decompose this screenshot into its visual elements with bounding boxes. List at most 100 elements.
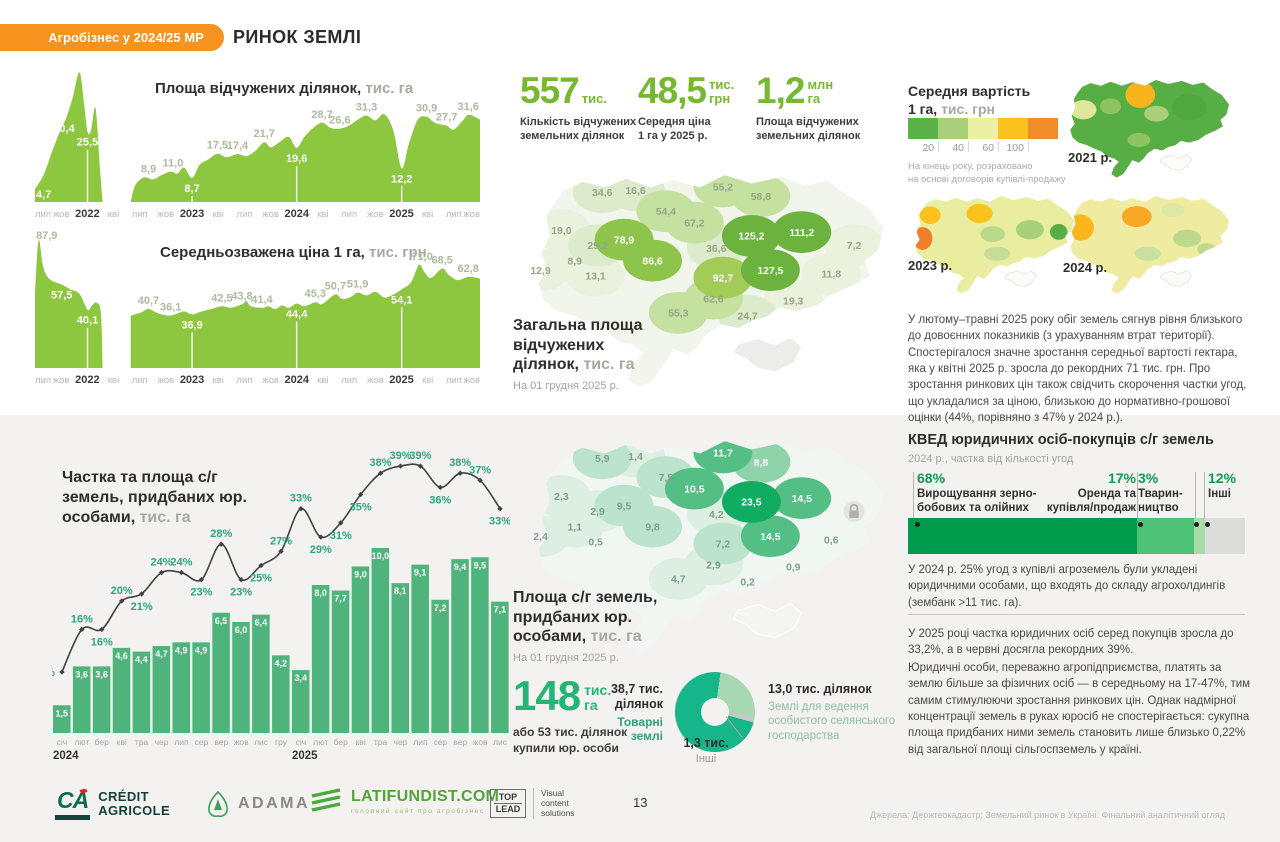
line-point-marker xyxy=(158,569,165,576)
credit-agricole-logo: CA CRÉDIT AGRICOLE xyxy=(55,787,170,820)
bar-value-label: 6,0 xyxy=(235,625,248,635)
kved-leader-1 xyxy=(913,472,914,518)
month-label: чер xyxy=(394,737,408,747)
value-label: 8,7 xyxy=(184,183,199,195)
map-value-label: 24,7 xyxy=(737,312,758,323)
kved-segment-label-2: 17% Оренда та купівля/продаж xyxy=(998,470,1136,516)
map-value-label: 125,2 xyxy=(738,232,764,243)
month-label: тра xyxy=(374,737,388,747)
line-value-label: 10% xyxy=(52,667,55,679)
minimap-2024 xyxy=(1070,196,1230,294)
map-region-blob xyxy=(740,249,800,291)
axis-tick-label: 2025 xyxy=(389,374,413,386)
kved-dot-1 xyxy=(915,522,920,527)
axis-tick-label: жов xyxy=(463,375,480,386)
map-region-blob xyxy=(566,254,626,297)
bar xyxy=(72,666,91,733)
map-region-blob xyxy=(664,201,724,244)
map2-caption-line3: особами, тис. га xyxy=(513,628,642,646)
axis-tick-label: кві xyxy=(317,375,328,386)
value-label: 40,7 xyxy=(138,295,159,307)
month-label: лют xyxy=(74,737,89,747)
credit-agricole-glyph: CA xyxy=(55,787,91,820)
lock-icon xyxy=(849,503,859,511)
minimap-patch xyxy=(915,227,933,250)
bar xyxy=(491,601,509,733)
stat-price-label: Середня ціна 1 га у 2025 р. xyxy=(638,116,711,142)
axis-tick-label: кві xyxy=(108,375,119,386)
map-total-alienated-area: 34,6 16,6 54,4 55,2 58,8 19,0 29,2 78,9 67,2 36,6… xyxy=(530,175,884,387)
stat-parcels-unit: тис. xyxy=(581,91,607,106)
map-value-label: 14,5 xyxy=(792,494,813,505)
donut-label-other: 1,3 тис. Інші xyxy=(660,736,752,765)
map-region-blob xyxy=(721,481,781,523)
minimap-patch xyxy=(1050,224,1068,240)
value-label: 17,4 xyxy=(227,140,249,152)
map-value-label: 8,8 xyxy=(754,458,769,469)
minimap-2023-label: 2023 р. xyxy=(908,258,953,273)
value-label: 50,7 xyxy=(325,280,346,292)
legend-swatch xyxy=(968,118,998,139)
value-label: 27,7 xyxy=(436,112,457,124)
map-value-label: 54,4 xyxy=(656,207,677,218)
kved-name-4: Інші xyxy=(1208,488,1231,500)
value-label: 30,4 xyxy=(53,123,75,135)
month-label: бер xyxy=(334,737,349,747)
axis-tick-label: 2024 xyxy=(285,208,310,220)
stat-parcels-label: Кількість відчужених земельних ділянок xyxy=(520,116,637,142)
map-region-blob xyxy=(801,519,861,561)
value-label: 19,6 xyxy=(286,153,307,165)
chart1-title-unit: тис. га xyxy=(365,80,414,97)
chart1-title: Площа відчужених ділянок, тис. га xyxy=(155,80,413,97)
bar xyxy=(291,670,310,733)
bar-value-label: 4,7 xyxy=(155,649,168,659)
kved-stacked-bar xyxy=(908,518,1245,554)
chart-share-area-legal-entities: 1,5 3,6 3,6 4,6 4,4 4,7 4,9 4,9 6,5 6,0 6,4 4,2 3,4 8… xyxy=(52,450,510,762)
bar xyxy=(232,622,250,733)
area-path xyxy=(130,114,480,202)
value-label: 4,7 xyxy=(36,189,51,201)
value-label: 11,0 xyxy=(163,158,184,170)
stat-parcels-count: 557 тис. Кількість відчужених земельних д… xyxy=(520,72,636,144)
bar-value-label: 7,2 xyxy=(434,603,447,613)
month-label: кві xyxy=(117,737,127,747)
bar xyxy=(252,614,270,733)
line-point-marker xyxy=(178,569,185,576)
lock-icon xyxy=(849,510,859,519)
minimap-patch xyxy=(1173,229,1202,248)
minimap-patch xyxy=(1125,81,1156,108)
minimap-section-title: Середня вартість 1 га, тис. грн xyxy=(908,83,1030,118)
bar-value-label: 6,4 xyxy=(255,618,268,628)
line-value-label: 39% xyxy=(389,450,411,462)
map-value-label: 0,9 xyxy=(786,562,801,573)
latifundist-tagline: головний сайт про агробізнес xyxy=(351,808,485,815)
source-note: Джерела: Держгеокадастр; Земельний ринок… xyxy=(870,810,1225,820)
bar xyxy=(53,705,71,733)
bar xyxy=(112,647,131,733)
map-value-label: 0,5 xyxy=(588,538,603,549)
value-label: 42,5 xyxy=(211,292,232,304)
axis-tick-label: лип xyxy=(35,209,51,220)
minimap-2024-label: 2024 р. xyxy=(1063,260,1108,275)
month-label: кві xyxy=(356,737,366,747)
legend-swatch xyxy=(998,118,1028,139)
map-value-label: 55,3 xyxy=(668,309,689,320)
map-value-label: 1,1 xyxy=(567,522,582,533)
bar-value-label: 9,0 xyxy=(354,570,367,580)
page-number: 13 xyxy=(633,795,648,810)
kved-bar-segment-1 xyxy=(908,518,1138,554)
market-summary-paragraph: У лютому–травні 2025 року обіг земель ся… xyxy=(908,314,1247,424)
map-value-label: 58,8 xyxy=(751,192,772,203)
axis-tick-label: лип xyxy=(236,209,252,220)
toplead-logo: TOP LEAD Visual content solutions xyxy=(490,788,575,819)
value-label: 25,5 xyxy=(77,137,98,149)
bar xyxy=(212,612,230,733)
line-value-label: 31% xyxy=(330,530,352,542)
line-point-marker xyxy=(477,477,483,483)
combo-title-line2: земель, придбаних юр. xyxy=(62,489,247,506)
stat-148: 148 тис. га або 53 тис. ділянок купили юр… xyxy=(513,675,627,756)
map-legal-entities-purchases: 5,9 1,4 7,5 11,7 8,8 2,3 2,9 9,5 10,5 4,2 23,5 14,5… xyxy=(533,441,884,653)
map-value-label: 12,9 xyxy=(530,266,551,277)
line-value-label: 35% xyxy=(350,502,372,514)
line-point-marker xyxy=(457,470,463,476)
